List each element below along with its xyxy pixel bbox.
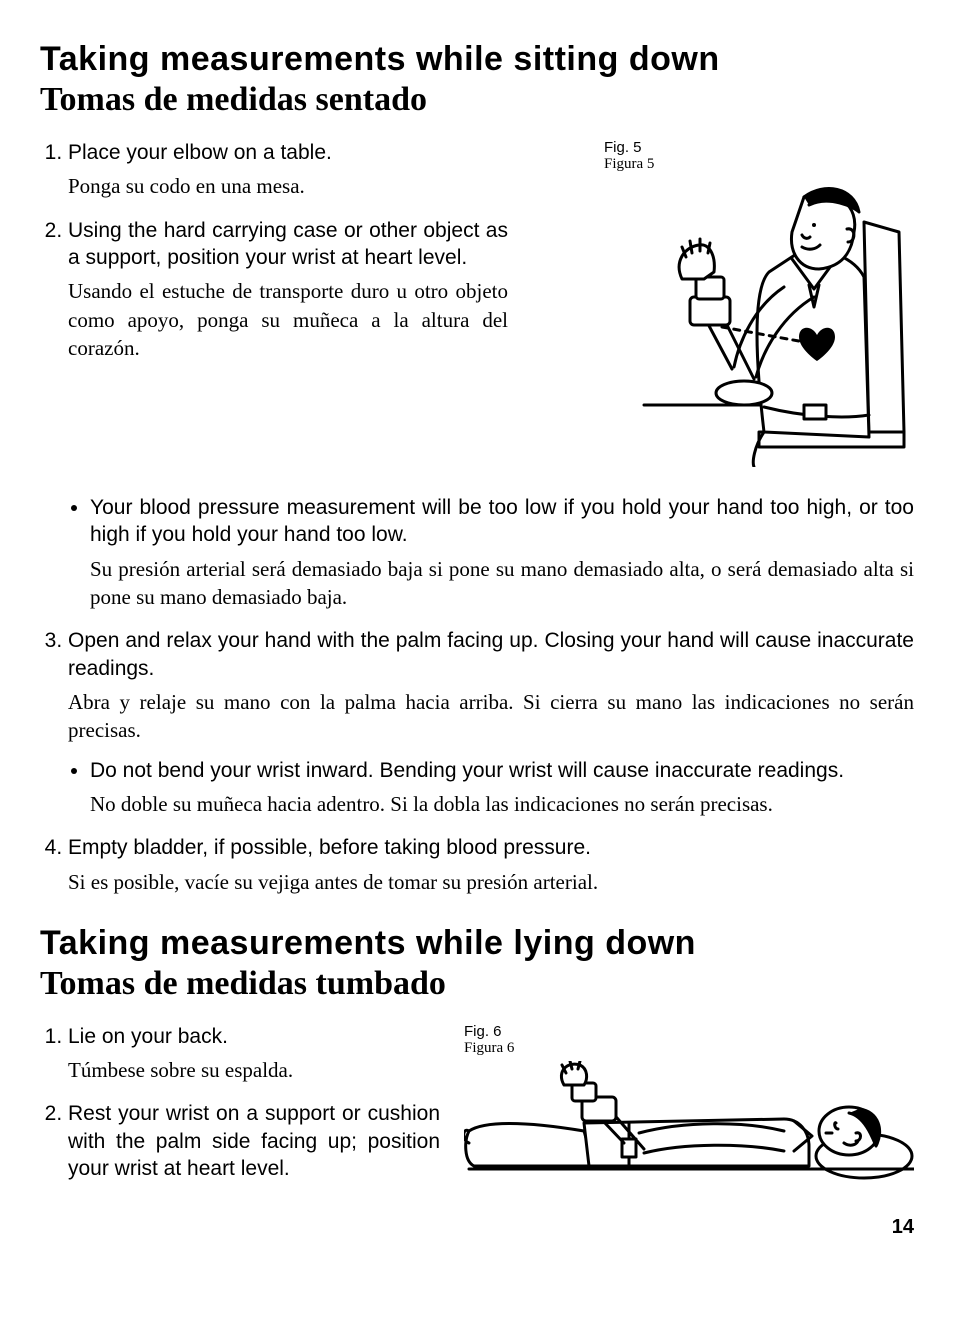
section2-list: Lie on your back. Túmbese sobre su espal… [40,1023,440,1183]
figure-6-illustration [464,1061,914,1181]
s2-item1-es: Túmbese sobre su espalda. [68,1056,440,1084]
s1-item2-bullets: Your blood pressure measurement will be … [68,494,914,611]
s1-item3-b1-es: No doble su muñeca hacia adentro. Si la … [90,790,914,818]
s1-item2-en: Using the hard carrying case or other ob… [68,217,508,272]
s1-item-3: Open and relax your hand with the palm f… [68,627,914,818]
s2-item1-en: Lie on your back. [68,1023,440,1050]
s1-item3-en: Open and relax your hand with the palm f… [68,627,914,682]
section1-title-es: Tomas de medidas sentado [40,81,914,119]
s1-item2-b1-es: Su presión arterial será demasiado baja … [90,555,914,612]
s1-item4-en: Empty bladder, if possible, before takin… [68,834,914,861]
s1-item1-es: Ponga su codo en una mesa. [68,172,508,200]
s1-item3-b1-en: Do not bend your wrist inward. Bending y… [90,757,914,784]
figure-6-wrap: Fig. 6 Figura 6 [464,1023,914,1186]
page-number: 14 [40,1216,914,1239]
s1-item2-b1-en: Your blood pressure measurement will be … [90,494,914,549]
section1-title-en: Taking measurements while sitting down [40,40,914,79]
s2-item2-en: Rest your wrist on a support or cushion … [68,1100,440,1182]
s1-item2-bullet1: Your blood pressure measurement will be … [90,494,914,611]
s1-item3-bullets: Do not bend your wrist inward. Bending y… [68,757,914,819]
s2-item-2: Rest your wrist on a support or cushion … [68,1100,440,1182]
fig6-label-es: Figura 6 [464,1040,914,1057]
fig5-label-es: Figura 5 [604,156,914,173]
s1-item1-en: Place your elbow on a table. [68,139,508,166]
s2-item-1: Lie on your back. Túmbese sobre su espal… [68,1023,440,1085]
section2-title-es: Tomas de medidas tumbado [40,965,914,1003]
figure-5-illustration [604,177,914,467]
s1-item4-es: Si es posible, vacíe su vejiga antes de … [68,868,914,896]
figure-5-wrap: Fig. 5 Figura 5 [604,139,914,472]
s1-item3-bullet1: Do not bend your wrist inward. Bending y… [90,757,914,819]
fig5-label-en: Fig. 5 [604,139,914,156]
section2-title-en: Taking measurements while lying down [40,924,914,963]
fig6-label-en: Fig. 6 [464,1023,914,1040]
s1-item-4: Empty bladder, if possible, before takin… [68,834,914,896]
s1-item2-es: Usando el estuche de transporte duro u o… [68,277,508,362]
s1-item3-es: Abra y relaje su mano con la palma hacia… [68,688,914,745]
